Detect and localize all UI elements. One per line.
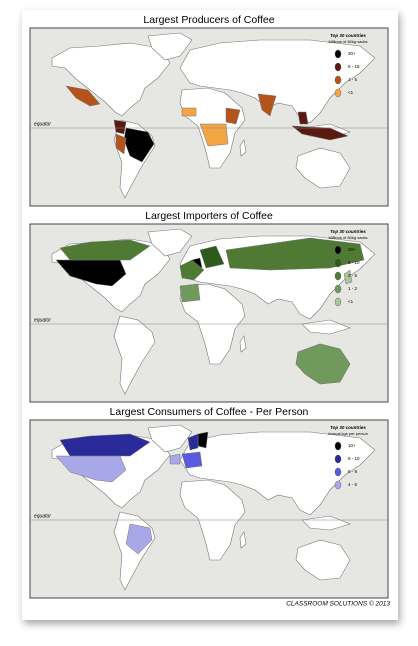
legend-label: 10+ [348,443,356,448]
country-region [181,107,197,117]
legend-label: 20+ [348,247,356,252]
legend-swatch [334,297,342,307]
legend-label: 1 - 5 [348,77,358,82]
legend-label: 4 - 6 [348,482,358,487]
legend-label: 8 - 10 [348,456,360,461]
legend-label: 6 - 8 [348,469,358,474]
country-region [343,269,353,285]
country-region [179,283,201,303]
legend-label: 2 - 5 [348,273,358,278]
legend-swatch [334,62,342,72]
legend-swatch [334,258,342,268]
country-region [59,239,151,261]
legend-label: 5 - 10 [348,260,360,265]
country-region [199,123,229,147]
country-region [297,111,309,125]
legend-swatch [334,88,342,98]
country-region [181,451,203,469]
legend-swatch [334,284,342,294]
legend-subtitle: Millions of 60kg sacks [329,39,368,44]
legend-label: 1 - 2 [348,286,358,291]
footer: CLASSROOM SOLUTIONS © 2013 [286,600,390,608]
legend-label: 5 - 15 [348,64,360,69]
legend-swatch [334,49,342,59]
legend-subtitle: Millions of 60kg sacks [329,235,368,240]
country-region [169,453,181,465]
legend-swatch [334,467,342,477]
map-title: Largest Importers of Coffee [145,210,273,222]
equator-label: equator [34,317,51,323]
legend-swatch [334,271,342,281]
country-region [65,85,101,107]
country-region [187,433,199,451]
legend-swatch [334,75,342,85]
map-title: Largest Consumers of Coffee - Per Person [110,406,309,418]
legend-label: <1 [348,299,354,304]
legend-swatch [334,454,342,464]
legend-subtitle: Annual kgs per person [328,431,368,436]
legend-title: Top 30 countries [330,425,366,430]
legend-swatch [334,480,342,490]
country-region [197,431,209,449]
country-region [115,133,127,155]
equator-label: equator [34,513,51,519]
country-region [225,107,241,125]
legend-label: 30+ [348,51,356,56]
country-region [225,237,365,271]
legend-label: <1 [348,90,354,95]
country-region [113,119,127,135]
country-region [125,523,153,555]
legend-title: Top 30 countries [330,33,366,38]
legend-swatch [334,245,342,255]
country-region [179,259,205,281]
legend-swatch [334,441,342,451]
equator-label: equator [34,121,51,127]
map-title: Largest Producers of Coffee [143,14,274,26]
legend-title: Top 30 countries [330,229,366,234]
country-region [291,125,349,141]
country-region [55,455,127,483]
country-region [295,343,351,385]
country-region [199,245,225,269]
country-region [257,93,277,117]
